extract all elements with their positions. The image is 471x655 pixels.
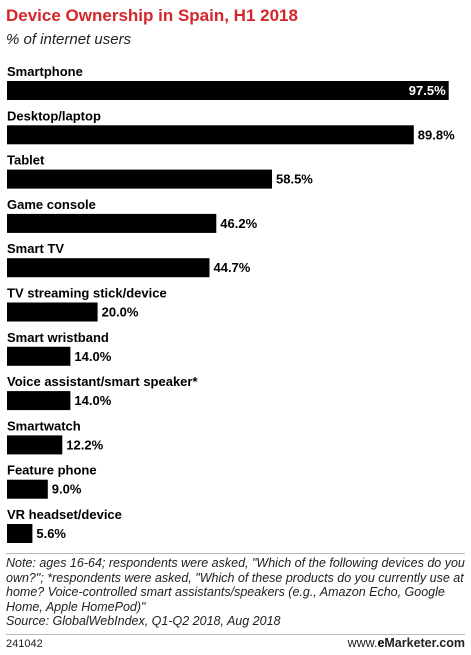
category-label: TV streaming stick/device [7, 286, 167, 301]
category-label: Desktop/laptop [7, 108, 101, 123]
value-label: 97.5% [409, 83, 446, 98]
value-label: 14.0% [74, 393, 111, 408]
chart-title: Device Ownership in Spain, H1 2018 [6, 6, 298, 25]
chart-id: 241042 [6, 638, 43, 650]
chart-notes: Note: ages 16-64; respondents were asked… [6, 556, 468, 629]
brand-link[interactable]: www.eMarketer.com [348, 636, 465, 650]
bar [7, 435, 63, 455]
brand-prefix: www. [347, 636, 378, 650]
brand-e: e [377, 636, 385, 650]
bar [7, 125, 414, 145]
bar [7, 258, 210, 278]
value-label: 14.0% [74, 349, 111, 364]
category-label: VR headset/device [7, 507, 122, 522]
value-label: 46.2% [220, 216, 257, 231]
category-label: Voice assistant/smart speaker* [7, 374, 198, 389]
value-label: 12.2% [66, 437, 103, 452]
bar-chart: Smartphone 97.5% Desktop/laptop 89.8% Tablet… [7, 64, 455, 543]
bar [7, 346, 71, 366]
source-text: Source: GlobalWebIndex, Q1-Q2 2018, Aug … [6, 614, 281, 628]
note-text: Note: ages 16-64; respondents were asked… [6, 556, 465, 614]
value-label: 20.0% [102, 305, 139, 320]
bar [7, 169, 272, 189]
bar [7, 391, 71, 411]
bar [7, 213, 217, 233]
category-label: Tablet [7, 153, 45, 168]
bar [7, 524, 33, 543]
value-label: 9.0% [52, 482, 82, 497]
bar [7, 302, 98, 322]
value-label: 44.7% [213, 260, 250, 275]
value-label: 89.8% [418, 127, 455, 142]
category-label: Smart wristband [7, 330, 109, 345]
brand-suffix: Marketer.com [384, 636, 465, 650]
category-label: Game console [7, 197, 96, 212]
value-label: 58.5% [276, 172, 313, 187]
notes-divider [6, 553, 465, 554]
bar [7, 479, 48, 499]
value-label: 5.6% [36, 526, 66, 541]
footer-divider [6, 634, 465, 635]
category-label: Smartphone [7, 64, 83, 79]
category-label: Smart TV [7, 241, 64, 256]
category-label: Feature phone [7, 463, 97, 478]
bar [7, 81, 449, 100]
chart-subtitle: % of internet users [6, 31, 132, 48]
category-label: Smartwatch [7, 418, 81, 433]
